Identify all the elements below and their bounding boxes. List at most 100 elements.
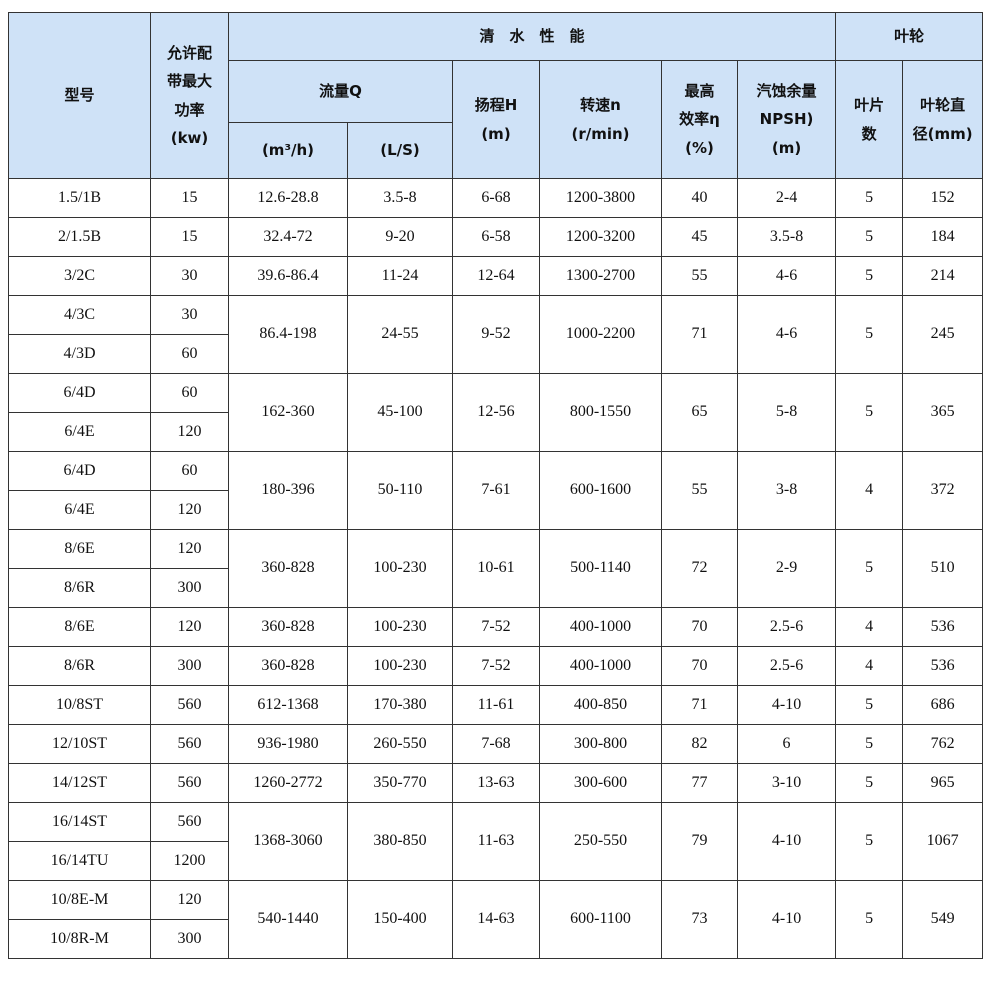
cell: 300-600 bbox=[539, 763, 662, 803]
cell: 5 bbox=[835, 763, 904, 803]
cell: 14-63 bbox=[452, 880, 540, 959]
header-line: (r/min) bbox=[571, 124, 630, 143]
cell: 936-1980 bbox=[228, 724, 348, 764]
header-cell: (L/S) bbox=[347, 122, 453, 179]
cell: 79 bbox=[661, 802, 738, 881]
header-cell: 叶片数 bbox=[835, 60, 904, 179]
cell: 380-850 bbox=[347, 802, 453, 881]
cell: 120 bbox=[150, 529, 229, 569]
cell: 214 bbox=[902, 256, 984, 296]
cell: 16/14TU bbox=[8, 841, 151, 881]
cell: 12/10ST bbox=[8, 724, 151, 764]
cell: 250-550 bbox=[539, 802, 662, 881]
cell: 100-230 bbox=[347, 646, 453, 686]
row: 3/2C 30 39.6-86.4 11-24 12-64 1300-2700 55 4-6 5… bbox=[8, 256, 984, 296]
cell: 50-110 bbox=[347, 451, 453, 530]
cell: 10-61 bbox=[452, 529, 540, 608]
cell: 5 bbox=[835, 256, 904, 296]
header-line: 带最大 bbox=[166, 72, 212, 90]
cell: 4-10 bbox=[736, 685, 837, 725]
cell: 1200-3800 bbox=[539, 178, 662, 218]
cell: 82 bbox=[661, 724, 738, 764]
cell: 9-20 bbox=[347, 217, 453, 257]
cell: 16/14ST bbox=[8, 802, 151, 842]
header-cell: 允许配 带最大 功率 (kw) bbox=[150, 12, 229, 179]
cell: 30 bbox=[150, 295, 229, 335]
cell: 60 bbox=[150, 334, 229, 374]
cell: 400-1000 bbox=[539, 646, 662, 686]
cell: 6 bbox=[736, 724, 837, 764]
cell: 300 bbox=[150, 646, 229, 686]
cell: 800-1550 bbox=[539, 373, 662, 452]
cell: 400-1000 bbox=[539, 607, 662, 647]
row: 12/10ST 560 936-1980 260-550 7-68 300-800 82 6 5… bbox=[8, 724, 984, 764]
cell: 8/6E bbox=[8, 529, 151, 569]
cell: 72 bbox=[661, 529, 738, 608]
cell: 7-68 bbox=[452, 724, 540, 764]
cell: 150-400 bbox=[347, 880, 453, 959]
row: 8/6R 300 bbox=[8, 568, 983, 608]
row: 1.5/1B 15 12.6-28.8 3.5-8 6-68 1200-3800 40 2-4… bbox=[8, 178, 984, 218]
cell: 1000-2200 bbox=[539, 295, 662, 374]
cell: 600-1600 bbox=[539, 451, 662, 530]
cell: 184 bbox=[902, 217, 984, 257]
cell: 55 bbox=[661, 451, 738, 530]
table-header: 型号 允许配 带最大 功率 (kw) 清 水 性 能 叶轮 流量Q 扬程H (m) 转速… bbox=[8, 12, 984, 179]
cell: 510 bbox=[902, 529, 984, 608]
table-body: 1.5/1B 15 12.6-28.8 3.5-8 6-68 1200-3800 40 2-4… bbox=[8, 178, 984, 959]
cell: 5 bbox=[835, 295, 904, 374]
header-line: (%) bbox=[685, 138, 714, 157]
cell: 360-828 bbox=[228, 646, 348, 686]
row: 16/14TU 1200 bbox=[8, 841, 983, 881]
cell: 4-10 bbox=[736, 802, 837, 881]
cell: 560 bbox=[150, 802, 229, 842]
cell: 5 bbox=[835, 178, 904, 218]
cell: 8/6R bbox=[8, 646, 151, 686]
cell: 15 bbox=[150, 217, 229, 257]
cell: 8/6R bbox=[8, 568, 151, 608]
cell: 10/8ST bbox=[8, 685, 151, 725]
cell: 60 bbox=[150, 451, 229, 491]
cell: 11-63 bbox=[452, 802, 540, 881]
cell: 6/4D bbox=[8, 373, 151, 413]
header-line: 最高 bbox=[684, 81, 715, 100]
header-line: 叶轮直 bbox=[920, 96, 966, 114]
cell: 4-10 bbox=[736, 880, 837, 959]
cell: 3.5-8 bbox=[736, 217, 837, 257]
header-line: 径(mm) bbox=[912, 124, 973, 143]
cell: 1200-3200 bbox=[539, 217, 662, 257]
cell: 120 bbox=[150, 880, 229, 920]
cell: 4-6 bbox=[736, 256, 837, 296]
cell: 536 bbox=[902, 607, 984, 647]
header-cell: 最高 效率η (%) bbox=[661, 60, 738, 179]
cell: 245 bbox=[902, 295, 984, 374]
cell: 100-230 bbox=[347, 529, 453, 608]
cell: 372 bbox=[902, 451, 984, 530]
row: 8/6E 120 360-828 100-230 7-52 400-1000 70 2.5-6… bbox=[8, 607, 984, 647]
cell: 30 bbox=[150, 256, 229, 296]
cell: 6/4E bbox=[8, 490, 151, 530]
cell: 3-10 bbox=[736, 763, 837, 803]
cell: 11-61 bbox=[452, 685, 540, 725]
cell: 12.6-28.8 bbox=[228, 178, 348, 218]
header-cell: (m³/h) bbox=[228, 122, 348, 179]
cell: 500-1140 bbox=[539, 529, 662, 608]
cell: 7-61 bbox=[452, 451, 540, 530]
cell: 965 bbox=[902, 763, 984, 803]
cell: 180-396 bbox=[228, 451, 348, 530]
row: 8/6R 300 360-828 100-230 7-52 400-1000 70 2.5-6… bbox=[8, 646, 984, 686]
row: 8/6E 120 360-828 100-230 10-61 500-1140 72 2-9 5… bbox=[8, 529, 984, 608]
cell: 762 bbox=[902, 724, 984, 764]
cell: 6/4E bbox=[8, 412, 151, 452]
cell: 5-8 bbox=[736, 373, 837, 452]
cell: 600-1100 bbox=[539, 880, 662, 959]
header-line: (kw) bbox=[170, 129, 209, 147]
cell: 365 bbox=[902, 373, 984, 452]
header-cell: 扬程H (m) bbox=[452, 60, 540, 179]
header-cell: 清 水 性 能 bbox=[227, 12, 837, 61]
cell: 7-52 bbox=[452, 607, 540, 647]
cell: 4/3C bbox=[8, 295, 151, 335]
cell: 2.5-6 bbox=[736, 646, 837, 686]
cell: 32.4-72 bbox=[228, 217, 348, 257]
cell: 14/12ST bbox=[8, 763, 151, 803]
